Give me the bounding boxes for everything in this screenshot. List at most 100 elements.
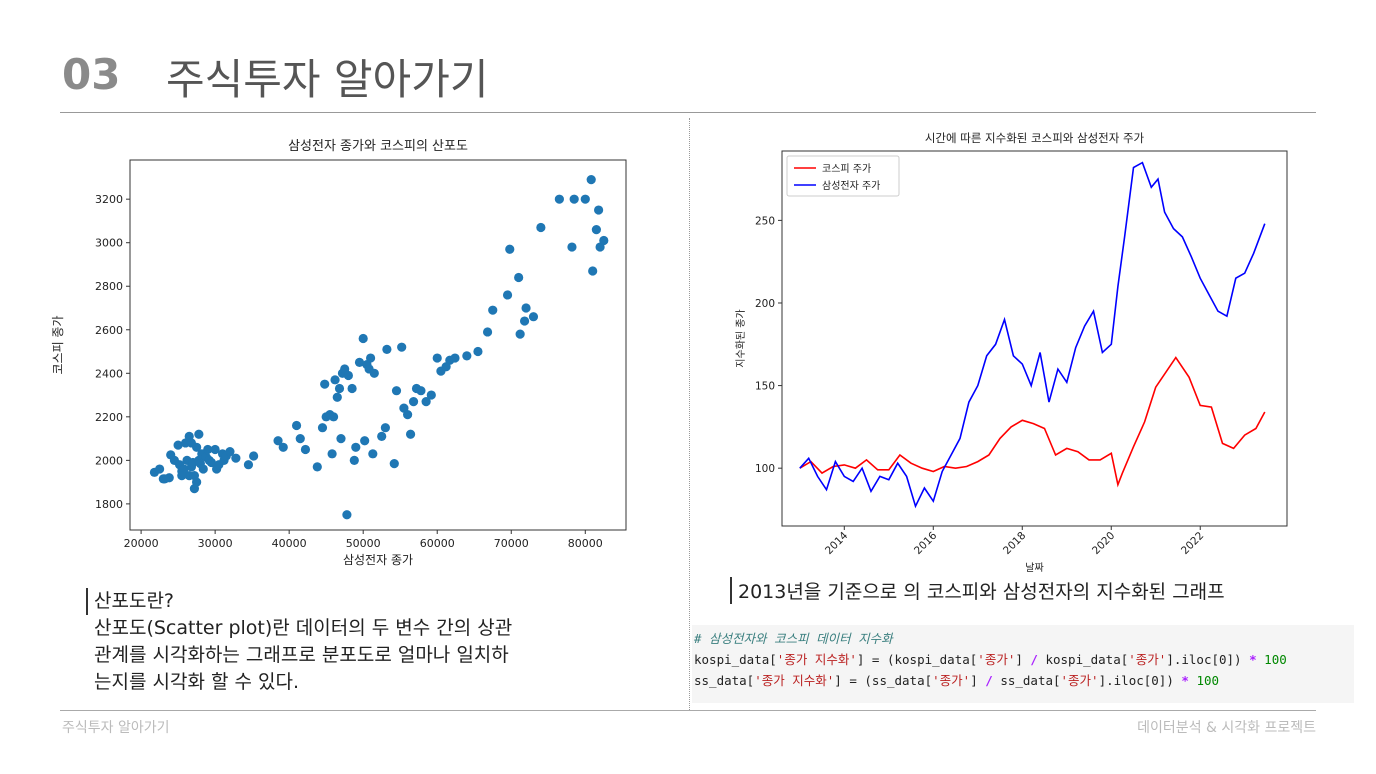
x-tick-label: 2016: [912, 529, 940, 557]
code-token: ].iloc[0]): [1098, 673, 1182, 688]
y-tick-label: 2600: [95, 324, 123, 337]
y-tick-label: 2200: [95, 411, 123, 424]
data-point: [567, 242, 577, 252]
code-string: '종가': [932, 673, 971, 688]
data-point: [521, 303, 531, 313]
data-point: [291, 420, 302, 431]
data-point: [403, 410, 413, 420]
code-token: ]: [1015, 652, 1031, 667]
x-tick-label: 60000: [420, 537, 455, 550]
x-tick-label: 2022: [1179, 530, 1206, 557]
caption-heading: 산포도란?: [86, 588, 174, 615]
code-token: ].iloc[0]): [1166, 652, 1250, 667]
legend-label: 삼성전자 주가: [822, 180, 880, 192]
data-point: [580, 194, 590, 204]
code-operator: *: [1249, 652, 1257, 667]
y-tick-label: 3000: [95, 237, 123, 250]
data-point: [317, 423, 328, 433]
code-token: ] = (kospi_data[: [856, 652, 978, 667]
data-point: [173, 440, 183, 450]
x-tick-label: 70000: [494, 537, 529, 550]
scatter-caption: 산포도란? 산포도(Scatter plot)란 데이터의 두 변수 간의 상관…: [86, 588, 646, 696]
series-line: [799, 161, 1266, 509]
data-point: [405, 429, 416, 439]
data-point: [358, 333, 368, 344]
data-point: [450, 353, 460, 363]
scatter-chart: 삼성전자 종가와 코스피의 산포도 20000 30000 40000 50000 600…: [51, 139, 627, 567]
footer-left: 주식투자 알아가기: [62, 720, 170, 736]
data-point: [210, 444, 220, 455]
caption-body: 산포도(Scatter plot)란 데이터의 두 변수 간의 상관 관계를 시…: [86, 615, 646, 696]
data-point: [320, 379, 330, 389]
x-tick-label: 40000: [272, 537, 307, 550]
code-token: ]: [970, 673, 986, 688]
data-point: [554, 194, 564, 204]
code-line: ss_data['종가 지수화'] = (ss_data['종가'] / ss_…: [694, 670, 1352, 691]
data-point: [343, 370, 353, 381]
code-token: kospi_data[: [1037, 652, 1129, 667]
data-point: [360, 436, 370, 446]
x-tick-label: 2018: [1001, 530, 1028, 557]
data-point: [351, 442, 361, 452]
data-point: [312, 462, 322, 472]
footer-divider: [60, 710, 1316, 711]
data-point: [505, 244, 515, 254]
data-point: [155, 464, 165, 474]
section-number: 03: [62, 50, 121, 99]
caption-line: 관계를 시각화하는 그래프로 분포도로 얼마나 일치하: [94, 644, 509, 666]
data-point: [349, 455, 359, 465]
data-point: [397, 342, 407, 352]
data-point: [194, 429, 204, 439]
chart-title: 시간에 따른 지수화된 코스피와 삼성전자 주가: [925, 131, 1145, 145]
y-axis-label: 지수화된 종가: [735, 309, 747, 367]
data-point: [198, 464, 208, 474]
data-point: [273, 436, 283, 446]
data-point: [203, 444, 213, 455]
data-point: [389, 459, 399, 469]
series-line: [799, 356, 1266, 488]
plot-frame: [129, 159, 627, 531]
data-point: [330, 375, 340, 385]
data-point: [426, 390, 436, 400]
data-point: [336, 433, 346, 444]
data-point: [482, 327, 493, 337]
line-chart: 시간에 따른 지수화된 코스피와 삼성전자 주가 2014 2016 2018 2020…: [735, 131, 1288, 574]
code-operator: /: [1030, 652, 1038, 667]
code-token: ss_data[: [694, 673, 755, 688]
header-divider: [60, 112, 1316, 113]
code-token: kospi_data[: [694, 652, 777, 667]
x-axis-label: 날짜: [1025, 562, 1043, 574]
plot-frame: [781, 150, 1288, 527]
data-point: [300, 444, 311, 455]
page-title: 주식투자 알아가기: [166, 55, 489, 104]
data-point: [342, 510, 352, 520]
data-point: [591, 225, 601, 235]
data-point: [519, 316, 530, 326]
data-point: [354, 357, 365, 368]
data-point: [421, 396, 431, 407]
data-point: [278, 442, 288, 452]
data-point: [177, 470, 187, 481]
data-point: [365, 353, 376, 363]
data-point: [328, 412, 339, 422]
code-string: '종가 지수화': [776, 652, 857, 667]
code-token: ss_data[: [992, 673, 1061, 688]
code-string: '종가': [977, 652, 1016, 667]
data-point: [416, 386, 426, 396]
data-point: [327, 449, 337, 459]
data-point: [377, 431, 387, 442]
data-point: [189, 484, 200, 494]
y-tick-label: 3200: [95, 193, 123, 206]
y-tick-label: 150: [755, 381, 775, 393]
y-tick-label: 100: [755, 463, 775, 475]
code-comment: # 삼성전자와 코스피 데이터 지수화: [694, 631, 893, 646]
data-point: [332, 392, 342, 402]
footer-right: 데이터분석 & 시각화 프로젝트: [1137, 720, 1316, 736]
data-point: [295, 433, 305, 444]
y-tick-label: 2800: [95, 280, 123, 293]
data-point: [528, 312, 539, 322]
code-operator: *: [1181, 673, 1189, 688]
code-token: ] = (ss_data[: [834, 673, 933, 688]
data-point: [536, 222, 546, 233]
data-point: [502, 290, 513, 300]
